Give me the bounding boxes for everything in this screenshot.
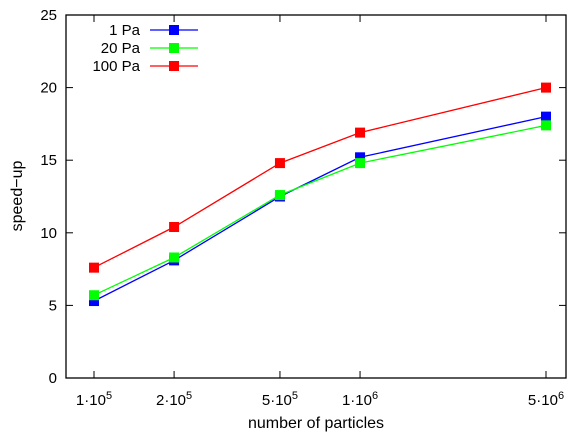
x-tick-mantissa: 5·10 (528, 392, 558, 409)
legend-label: 1 Pa (109, 22, 141, 39)
y-axis-label: speed−up (9, 161, 26, 232)
x-tick-mantissa: 1·10 (76, 392, 106, 409)
x-tick-exponent: 6 (372, 390, 378, 402)
series-2 (89, 82, 551, 273)
x-axis: 1·105 2·105 5·105 1·106 5·106 (76, 15, 564, 409)
data-point-marker (274, 158, 285, 169)
plot-area (89, 82, 551, 307)
data-point-marker (89, 262, 99, 273)
data-point-marker (89, 290, 99, 301)
series-1 (89, 120, 551, 301)
legend-marker (169, 43, 179, 53)
data-point-marker (355, 152, 366, 163)
legend-marker (169, 25, 179, 35)
series-0 (89, 111, 551, 307)
series-line (93, 115, 547, 302)
data-point-marker (355, 158, 366, 169)
data-point-marker (169, 252, 180, 263)
y-tick-label: 25 (40, 7, 57, 24)
data-point-marker (541, 111, 551, 122)
x-tick-label: 5·105 (262, 390, 298, 409)
x-tick-label: 2·105 (156, 390, 192, 409)
x-tick-mantissa: 2·10 (156, 392, 186, 409)
legend-label: 20 Pa (101, 40, 141, 57)
x-tick-label: 1·106 (342, 390, 378, 409)
x-tick-label: 5·106 (528, 390, 564, 409)
x-tick-mantissa: 5·10 (262, 392, 292, 409)
y-tick-label: 0 (49, 370, 57, 387)
data-point-marker (89, 296, 99, 307)
x-tick-label: 1·105 (76, 390, 112, 409)
x-tick-exponent: 5 (292, 390, 298, 402)
data-point-marker (355, 127, 366, 138)
legend-marker (169, 61, 179, 71)
legend-label: 100 Pa (92, 58, 140, 75)
y-tick-label: 15 (40, 152, 57, 169)
series-line (93, 124, 547, 296)
x-axis-label: number of particles (248, 415, 384, 432)
x-tick-exponent: 5 (186, 390, 192, 402)
x-tick-exponent: 6 (558, 390, 564, 402)
data-point-marker (541, 82, 551, 93)
y-tick-label: 20 (40, 80, 57, 97)
x-tick-exponent: 5 (106, 390, 112, 402)
y-tick-label: 10 (40, 225, 57, 242)
data-point-marker (169, 221, 180, 232)
plot-frame (65, 14, 567, 379)
x-tick-mantissa: 1·10 (342, 392, 372, 409)
data-point-marker (541, 120, 551, 131)
y-tick-label: 5 (49, 297, 57, 314)
y-axis: 0 5 10 15 20 25 (40, 7, 566, 387)
data-point-marker (274, 190, 285, 201)
